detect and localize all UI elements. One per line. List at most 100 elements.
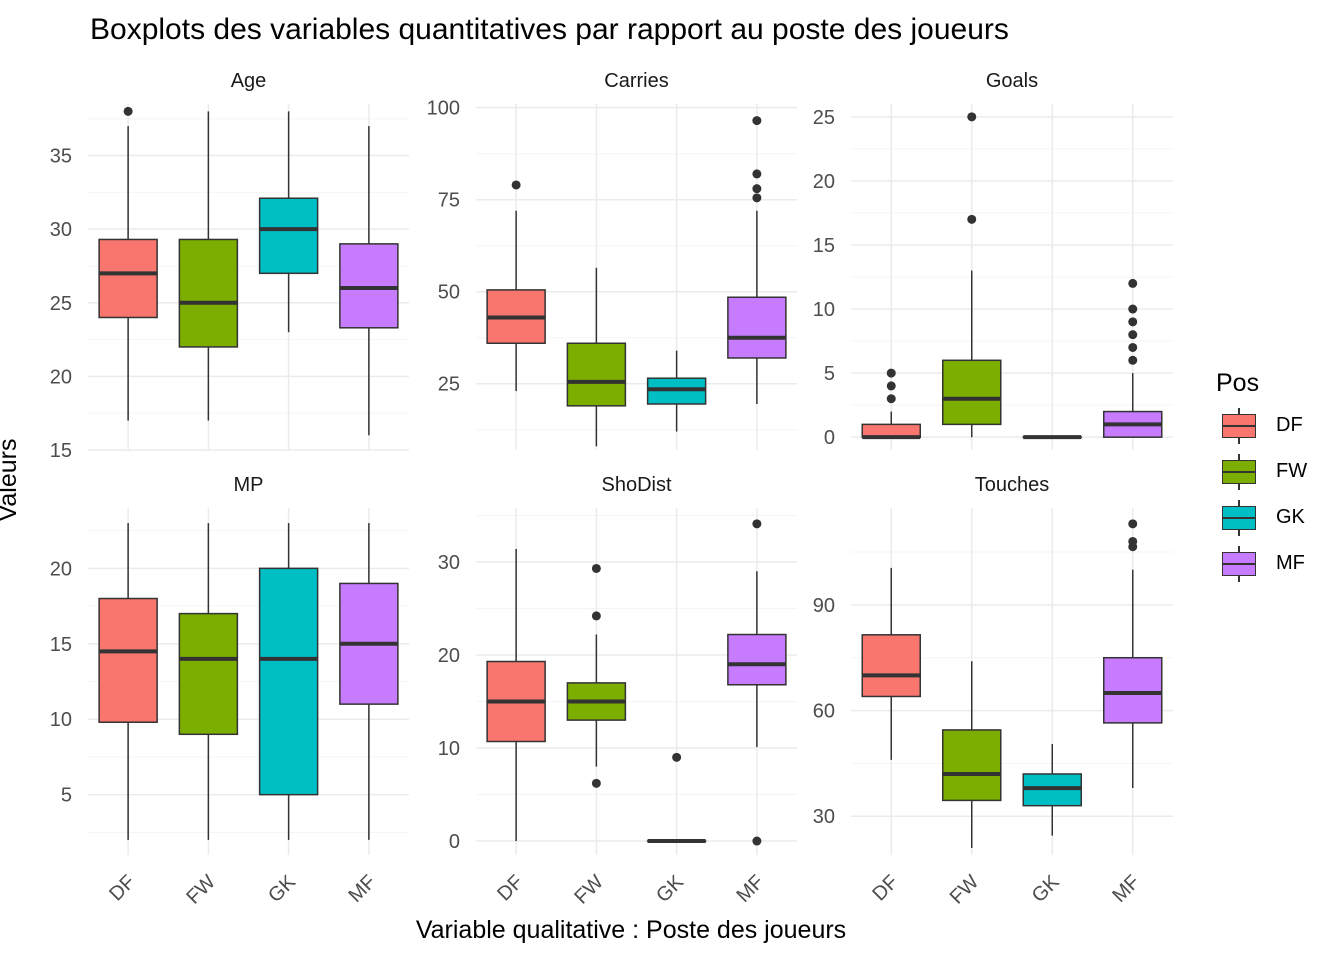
strip-label-touches: Touches	[975, 474, 1050, 496]
legend-item-gk: GK	[1216, 502, 1259, 548]
outlier-carries-mf	[752, 193, 761, 202]
y-tick-label-mp: 20	[50, 558, 72, 580]
outlier-carries-mf	[752, 184, 761, 193]
legend-label-fw: FW	[1276, 458, 1307, 484]
legend-key-mf	[1222, 552, 1256, 576]
box-goals-fw	[943, 360, 1001, 424]
y-tick-label-touches: 30	[813, 806, 835, 828]
outlier-carries-mf	[752, 169, 761, 178]
box-carries-fw	[567, 343, 625, 406]
y-tick-label-goals: 15	[813, 235, 835, 257]
box-touches-df	[862, 635, 920, 697]
x-tick-label-mf: MF	[732, 871, 768, 907]
box-mp-fw	[179, 614, 237, 735]
box-shodist-mf	[728, 635, 786, 685]
legend-title: Pos	[1216, 368, 1259, 398]
outlier-shodist-mf	[752, 519, 761, 528]
legend-key-fw	[1222, 460, 1256, 484]
outlier-shodist-fw	[592, 611, 601, 620]
y-tick-label-carries: 50	[438, 282, 460, 304]
y-tick-label-carries: 100	[427, 98, 460, 120]
strip-label-mp: MP	[234, 474, 264, 496]
legend: Pos DF FW GK	[1216, 368, 1259, 594]
legend-item-mf: MF	[1216, 548, 1259, 594]
chart-title: Boxplots des variables quantitatives par…	[90, 12, 1009, 48]
y-tick-label-shodist: 20	[438, 645, 460, 667]
outlier-goals-mf	[1128, 330, 1137, 339]
outlier-touches-mf	[1128, 519, 1137, 528]
y-tick-label-mp: 15	[50, 634, 72, 656]
x-tick-label-df: DF	[868, 871, 902, 905]
outlier-goals-mf	[1128, 356, 1137, 365]
legend-key-df	[1222, 414, 1256, 438]
x-tick-label-df: DF	[105, 871, 139, 905]
outlier-goals-fw	[967, 215, 976, 224]
box-age-gk	[260, 198, 318, 273]
box-mp-df	[99, 599, 157, 723]
y-tick-label-shodist: 10	[438, 738, 460, 760]
x-tick-label-gk: GK	[1028, 871, 1064, 907]
outlier-touches-mf	[1128, 537, 1137, 546]
outlier-goals-df	[887, 369, 896, 378]
y-tick-label-age: 20	[50, 366, 72, 388]
outlier-age-df	[124, 107, 133, 116]
y-tick-label-carries: 75	[438, 190, 460, 212]
y-tick-label-goals: 25	[813, 107, 835, 129]
strip-label-shodist: ShoDist	[601, 474, 671, 496]
legend-label-gk: GK	[1276, 504, 1305, 530]
y-tick-label-goals: 20	[813, 171, 835, 193]
y-tick-label-age: 35	[50, 146, 72, 168]
x-tick-label-mf: MF	[1108, 871, 1144, 907]
outlier-goals-df	[887, 394, 896, 403]
outlier-goals-fw	[967, 112, 976, 121]
y-tick-label-goals: 0	[824, 427, 835, 449]
y-tick-label-touches: 90	[813, 595, 835, 617]
box-carries-mf	[728, 297, 786, 358]
y-tick-label-goals: 10	[813, 299, 835, 321]
strip-label-age: Age	[231, 70, 267, 92]
y-tick-label-mp: 5	[61, 785, 72, 807]
x-axis-title: Variable qualitative : Poste des joueurs	[416, 914, 846, 946]
y-tick-label-age: 25	[50, 293, 72, 315]
y-tick-label-touches: 60	[813, 701, 835, 723]
legend-label-mf: MF	[1276, 550, 1305, 576]
legend-item-fw: FW	[1216, 456, 1259, 502]
box-mp-gk	[260, 568, 318, 794]
x-tick-label-mf: MF	[344, 871, 380, 907]
outlier-goals-mf	[1128, 343, 1137, 352]
legend-item-df: DF	[1216, 410, 1259, 456]
x-tick-label-fw: FW	[182, 871, 220, 909]
box-touches-fw	[943, 730, 1001, 800]
x-tick-label-fw: FW	[570, 871, 608, 909]
y-axis-title-text: Valeurs	[0, 439, 23, 522]
y-tick-label-age: 15	[50, 440, 72, 462]
y-tick-label-goals: 5	[824, 363, 835, 385]
y-tick-label-mp: 10	[50, 709, 72, 731]
y-tick-label-carries: 25	[438, 374, 460, 396]
box-age-fw	[179, 239, 237, 346]
legend-label-df: DF	[1276, 412, 1303, 438]
legend-key-gk	[1222, 506, 1256, 530]
y-tick-label-age: 30	[50, 219, 72, 241]
outlier-shodist-gk	[672, 753, 681, 762]
x-tick-label-gk: GK	[652, 871, 688, 907]
outlier-goals-mf	[1128, 317, 1137, 326]
outlier-goals-mf	[1128, 279, 1137, 288]
strip-label-carries: Carries	[604, 70, 668, 92]
strip-label-goals: Goals	[986, 70, 1038, 92]
y-tick-label-shodist: 30	[438, 552, 460, 574]
box-age-mf	[340, 244, 398, 328]
outlier-carries-mf	[752, 116, 761, 125]
outlier-shodist-fw	[592, 564, 601, 573]
x-tick-label-df: DF	[493, 871, 527, 905]
y-tick-label-shodist: 0	[449, 831, 460, 853]
outlier-carries-df	[512, 180, 521, 189]
x-tick-label-gk: GK	[264, 871, 300, 907]
outlier-shodist-fw	[592, 779, 601, 788]
box-touches-mf	[1104, 658, 1162, 723]
outlier-shodist-mf	[752, 837, 761, 846]
x-tick-label-fw: FW	[946, 871, 984, 909]
box-age-df	[99, 239, 157, 317]
